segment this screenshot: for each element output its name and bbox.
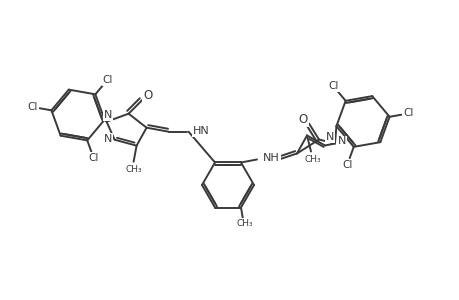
Text: HN: HN [192, 126, 209, 136]
Text: N: N [337, 136, 346, 146]
Text: CH₃: CH₃ [236, 219, 253, 228]
Text: Cl: Cl [341, 160, 352, 170]
Text: Cl: Cl [88, 153, 99, 163]
Text: N: N [103, 134, 112, 144]
Text: CH₃: CH₃ [125, 165, 141, 174]
Text: Cl: Cl [328, 81, 338, 91]
Text: N: N [103, 110, 112, 120]
Text: CH₃: CH₃ [304, 155, 321, 164]
Text: Cl: Cl [28, 102, 38, 112]
Text: NH: NH [263, 154, 279, 164]
Text: O: O [298, 113, 307, 126]
Text: N: N [325, 133, 333, 142]
Text: O: O [143, 89, 152, 102]
Text: Cl: Cl [102, 75, 112, 85]
Text: Cl: Cl [402, 109, 413, 118]
